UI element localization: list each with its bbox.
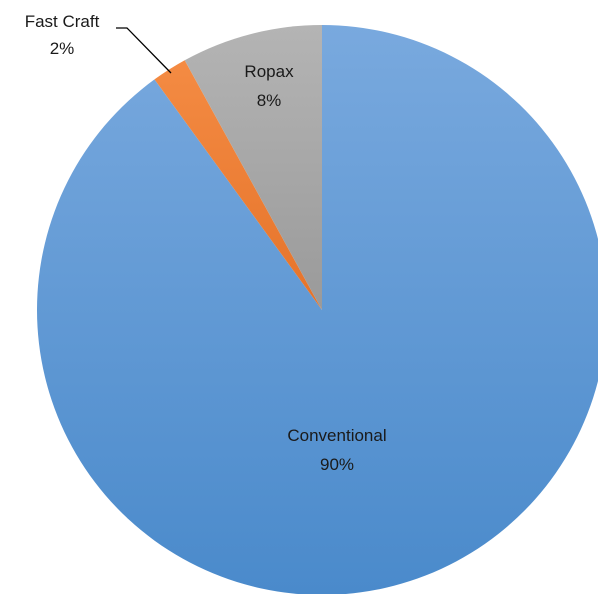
fast-craft-label: Fast Craft — [25, 12, 100, 31]
fast-craft-leader-line — [116, 27, 172, 74]
ropax-label: Ropax — [244, 62, 294, 81]
conventional-percent: 90% — [320, 455, 354, 474]
pie-slices — [37, 25, 598, 594]
fast-craft-percent: 2% — [50, 39, 75, 58]
pie-slice-ropax — [184, 25, 322, 310]
conventional-label: Conventional — [287, 426, 386, 445]
pie-slice-fast-craft — [154, 60, 322, 310]
pie-slice-conventional — [37, 25, 598, 594]
pie-labels: Conventional 90% Fast Craft 2% Ropax 8% — [25, 12, 387, 474]
ropax-percent: 8% — [257, 91, 282, 110]
